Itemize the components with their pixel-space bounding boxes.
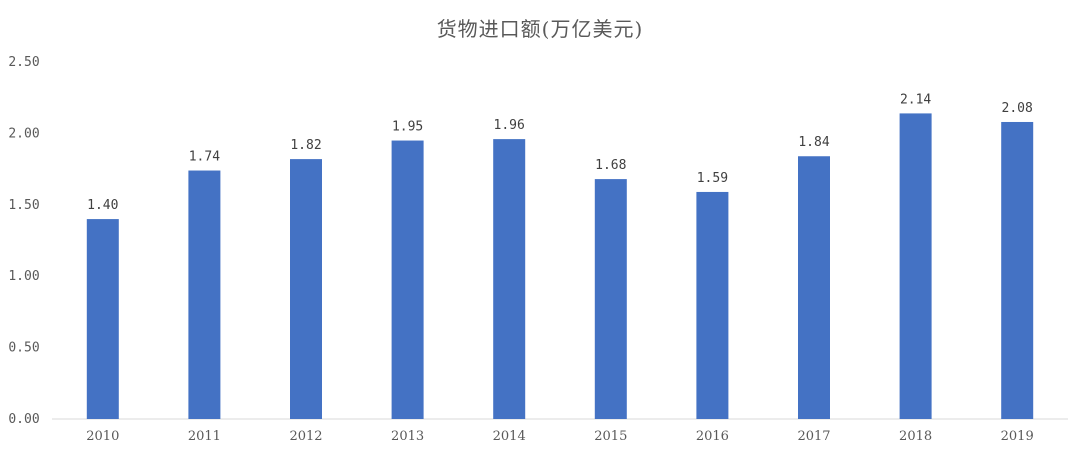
data-label-2016: 1.59	[697, 171, 728, 186]
chart-title: 货物进口额(万亿美元)	[436, 17, 644, 41]
y-tick-label: 2.00	[8, 126, 39, 141]
bar-2017	[798, 156, 830, 420]
y-tick-label: 0.00	[8, 412, 39, 427]
x-tick-label: 2016	[696, 429, 729, 444]
y-tick-label: 2.50	[8, 55, 39, 70]
x-tick-label: 2010	[86, 429, 119, 444]
bars	[86, 113, 1034, 420]
x-tick-label: 2012	[289, 429, 322, 444]
bar-2012	[290, 159, 322, 419]
data-label-2019: 2.08	[1002, 101, 1033, 116]
bar-2019	[1001, 121, 1034, 419]
y-axis-ticks: 0.00 0.50 1.00 1.50 2.00 2.50	[8, 55, 39, 427]
x-tick-label: 2011	[188, 429, 221, 444]
data-label-2010: 1.40	[87, 198, 118, 213]
data-label-2017: 1.84	[798, 135, 829, 150]
x-tick-label: 2018	[899, 429, 932, 444]
x-tick-label: 2017	[797, 429, 830, 444]
data-labels: 1.40 1.74 1.82 1.95 1.96 1.68 1.59 1.84 2.14 2.08	[87, 92, 1033, 213]
y-tick-label: 1.50	[8, 198, 39, 213]
x-axis-labels: 2010 2011 2012 2013 2014 2015 2016 2017 2018 2019	[86, 429, 1033, 444]
bar-2010	[86, 219, 119, 419]
data-label-2012: 1.82	[290, 138, 321, 153]
bar-2018	[899, 113, 932, 420]
data-label-2011: 1.74	[189, 150, 220, 165]
data-label-2014: 1.96	[494, 118, 525, 133]
data-label-2013: 1.95	[392, 120, 423, 135]
bar-2015	[594, 179, 627, 419]
bar-2011	[188, 170, 221, 419]
bar-2016	[696, 191, 729, 419]
bar-2014	[493, 139, 526, 419]
x-tick-label: 2014	[493, 429, 526, 444]
x-tick-label: 2013	[391, 429, 424, 444]
y-tick-label: 1.00	[8, 269, 39, 284]
x-tick-label: 2015	[594, 429, 627, 444]
y-tick-label: 0.50	[8, 341, 39, 356]
bar-2013	[391, 140, 424, 420]
x-tick-label: 2019	[1001, 429, 1034, 444]
data-label-2018: 2.14	[900, 92, 931, 107]
data-label-2015: 1.68	[595, 158, 626, 173]
